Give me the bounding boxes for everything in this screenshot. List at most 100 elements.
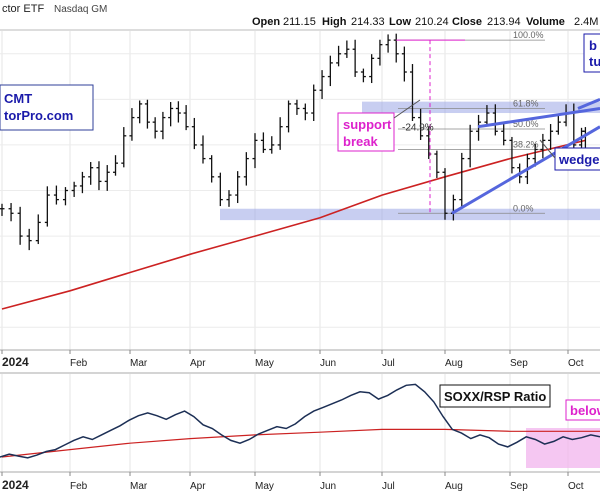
price-bar [8,203,14,222]
price-bar [369,54,375,84]
price-bar [35,214,41,245]
price-bar [409,64,415,122]
price-bar [434,150,440,178]
decline-pct-label: -24.9% [402,123,434,134]
watermark-line-1: CMT [4,91,32,106]
price-x-tick-label: Mar [130,358,148,369]
volume-value: 2.4M [574,16,598,28]
fib-level-label: 61.8% [513,98,539,108]
price-x-tick-label: Feb [70,358,88,369]
price-bar [53,185,59,205]
ratio-x-axis-labels: 2024 Feb Mar Apr May Jun Jul Aug Sep Oct [1,472,584,492]
price-bar [71,181,77,197]
wedge-lower-line [451,125,600,215]
volume-label: Volume [526,16,565,28]
price-bar [17,206,23,245]
ratio-x-tick-label: Jul [382,481,395,492]
low-value: 210.24 [415,16,449,28]
price-bar [401,46,407,82]
price-x-tick-label: Jul [382,358,395,369]
ratio-x-tick-label: May [255,481,274,492]
price-bar [191,117,197,150]
fib-level-label: 100.0% [513,30,544,40]
price-bar [555,114,561,135]
close-value: 213.94 [487,16,521,28]
price-bar [96,161,102,191]
price-bar [62,187,68,206]
price-bar [509,136,515,174]
wedge-upper-line [477,106,600,129]
price-bar [286,100,292,133]
watermark-box [0,84,94,131]
fib-level-label: 50.0% [513,119,539,129]
wedge-box [554,147,600,171]
price-bar [168,102,174,127]
support-break-box [337,112,395,152]
watermark-line-2: torPro.com [4,108,73,123]
ratio-series-line [0,383,600,459]
price-bar [344,40,350,58]
price-bar [160,111,166,140]
price-bar [137,100,143,124]
price-bar [459,152,465,208]
price-bar [319,70,325,99]
fib-level-label: 0.0% [513,203,534,213]
price-bar [269,136,275,154]
high-value: 214.33 [351,16,385,28]
ratio-title: SOXX/RSP Ratio [444,389,546,404]
support-break-line-1: support [343,117,392,132]
price-bar [360,68,366,83]
price-bar [352,39,358,77]
price-bar [442,168,448,220]
top-right-line-2: tu [589,54,600,69]
top-right-line-1: b [589,38,597,53]
price-bar [152,117,158,139]
ratio-line [0,383,600,459]
price-annotations: -24.9% support break wedge btu [337,33,600,215]
price-bar [26,228,32,251]
price-bar [467,124,473,168]
ratio-x-tick-label: 2024 [2,478,29,492]
price-bar [393,33,399,63]
price-x-tick-label: 2024 [2,355,29,369]
price-bar [88,162,94,185]
price-moving-average [1,139,586,310]
low-label: Low [389,16,411,28]
price-bar [311,84,317,122]
ratio-x-tick-label: Sep [510,481,528,492]
fibonacci-levels: 100.0% 61.8% 50.0% 38.2% 0.0% [398,30,545,214]
support-break-pointer [393,99,421,119]
price-bar [540,133,546,159]
ratio-x-tick-label: Apr [190,481,206,492]
wedge-label: wedge [558,152,599,167]
price-bar [144,99,150,129]
price-bar [209,155,215,183]
open-value: 211.15 [283,16,316,28]
open-label: Open [252,16,280,28]
price-bar [532,143,538,167]
price-bar [418,108,424,140]
price-x-tick-label: Sep [510,358,528,369]
price-bar [377,39,383,66]
ratio-x-tick-label: Jun [320,481,336,492]
ratio-x-tick-label: Aug [445,481,463,492]
moving-average-line [1,139,586,310]
price-bar [235,171,241,204]
support-zones [220,101,600,221]
price-bar [260,132,266,153]
lower-support-zone [220,208,600,221]
price-bar [548,124,554,150]
wedge-pointer [539,139,556,159]
price-bar [252,133,258,169]
price-bar [183,105,189,131]
ratio-below-zone [526,428,600,468]
price-bar [336,45,342,67]
price-bar [226,190,232,207]
price-bar [175,101,181,123]
price-bar [44,186,50,227]
price-bar [200,135,206,164]
ratio-x-tick-label: Feb [70,481,88,492]
price-x-tick-label: Apr [190,358,206,369]
